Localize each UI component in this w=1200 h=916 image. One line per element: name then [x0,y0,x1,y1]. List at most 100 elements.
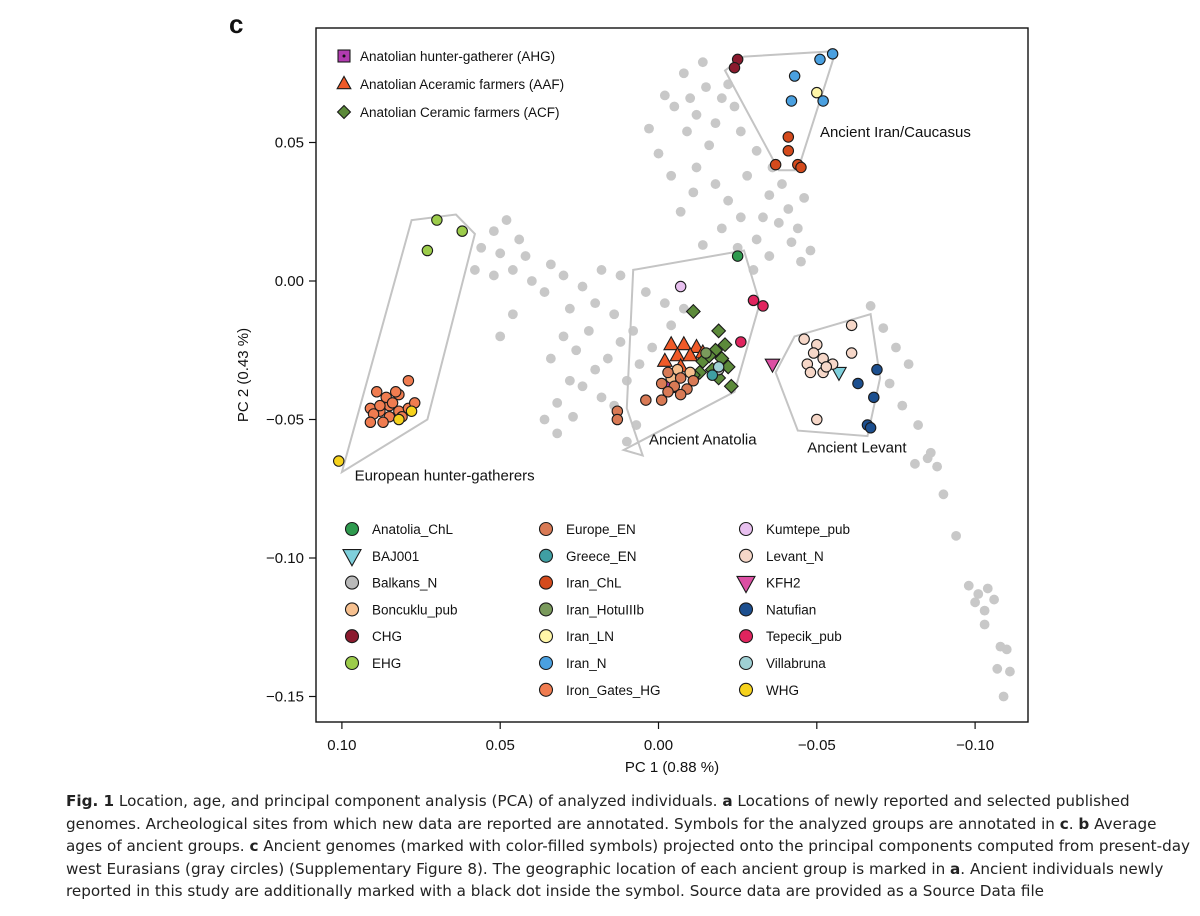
legend-label-kfh2: KFH2 [766,576,801,591]
point-iran-hotuiiib [700,347,712,359]
background-point [697,57,708,68]
point-iron-gates-hg [389,386,402,398]
background-point [735,212,746,223]
background-point [659,90,670,101]
point-ehg [431,214,443,226]
point-anatolia-chl [731,250,744,262]
caption-panel-ref: a [950,859,961,878]
point-anatolian-ceramic-farmers-acf [717,337,733,353]
point-levant-n [820,361,833,373]
background-point [783,204,794,214]
background-point [710,118,721,129]
y-tick-label: 0.00 [275,273,304,290]
background-point [685,93,696,104]
legend-marker-boncuklu-pub [344,602,360,617]
x-tick-label: −0.10 [956,737,994,754]
background-point [558,270,569,281]
background-point [602,353,613,364]
region-label-european-hunter-gatherers: European hunter-gatherers [355,467,535,484]
background-point [729,101,740,112]
y-tick-label: −0.15 [266,689,304,706]
panel-label: c [229,9,243,39]
point-kumtepe-pub [674,280,687,293]
point-iran-chl [782,131,795,143]
background-point [979,605,990,616]
point-iran-n [785,95,798,107]
point-chg [728,61,741,74]
background-point [878,323,889,333]
axes: 0.05 0.00 −0.05 −0.10 −0.15 0.10 0.05 0.00 −0.05… [235,135,994,777]
legend-marker-ehg [344,655,360,671]
legend-label-iran-hotuiiib: Iran_HotuIIIb [566,602,644,617]
background-point [669,101,680,112]
point-greece-en [706,369,719,381]
point-iron-gates-hg [374,399,386,412]
point-tepecik-pub [735,336,747,348]
background-point [568,411,578,422]
background-point [596,265,607,275]
series-levant-n [798,319,858,426]
background-point [704,140,715,151]
background-point [666,320,677,331]
point-iron-gates-hg [364,416,377,429]
legend-label-ehg: EHG [372,656,401,671]
point-levant-n [845,319,858,332]
point-europe-en [674,372,687,384]
point-levant-n [807,347,820,359]
background-point [777,179,787,189]
point-levant-n [798,333,810,345]
background-point [951,530,962,541]
background-point [1005,666,1015,677]
background-point [910,458,920,469]
background-point [678,68,689,79]
point-europe-en [662,366,674,379]
legend-marker-villabruna [738,655,754,671]
caption-panel-ref: c [1059,814,1069,833]
region-label-ancient-levant: Ancient Levant [807,440,907,457]
background-point [666,170,677,181]
background-point [621,375,632,386]
background-point [615,270,626,281]
point-natufian [868,391,880,404]
background-point [932,461,943,472]
background-point [963,580,974,591]
legend-marker-kumtepe-pub [738,521,754,537]
hull-european-hunter-gatherers [340,213,477,475]
point-villabruna [712,361,725,373]
caption-text: Average ages of ancient groups. [66,814,1157,856]
point-natufian [871,363,883,376]
point-anatolian-ceramic-farmers-acf [711,323,727,339]
background-point [520,251,531,261]
point-iran-chl [769,158,782,171]
legend-label-kumtepe-pub: Kumtepe_pub [766,522,850,537]
background-point [1001,644,1012,655]
background-point [545,353,556,364]
point-levant-n [845,347,858,359]
series-iran-chl [769,131,807,174]
legend-label-iron-gates-hg: Iron_Gates_HG [566,683,661,698]
region-label-ancient-iran-caucasus: Ancient Iran/Caucasus [820,124,971,141]
caption-text: Ancient genomes (marked with color-fille… [66,837,1191,878]
series-kumtepe-pub [674,280,687,293]
caption-panel-ref: c [249,837,259,856]
top-legend-marker-anatolian-aceramic-farmers-aaf [336,75,352,90]
point-tepecik-pub [747,294,760,307]
background-point [514,234,525,245]
legend-label-baj001: BAJ001 [372,549,419,564]
point-levant-n [811,413,823,426]
point-whg [332,455,345,467]
background-point [653,148,664,159]
background-point [552,397,563,408]
point-levant-n [804,366,817,379]
top-legend-label: Anatolian hunter-gatherer (AHG) [360,49,555,64]
y-tick-label: −0.10 [266,550,304,567]
background-point [501,215,512,225]
legend-marker-iran-chl [538,575,554,590]
background-point [922,453,933,464]
x-tick-label: 0.10 [327,737,356,754]
background-point [697,240,708,250]
top-legend-marker-anatolian-ceramic-farmers-acf [336,104,352,120]
background-point [564,375,575,386]
background-point [488,270,499,281]
caption-text: . [1068,814,1079,833]
